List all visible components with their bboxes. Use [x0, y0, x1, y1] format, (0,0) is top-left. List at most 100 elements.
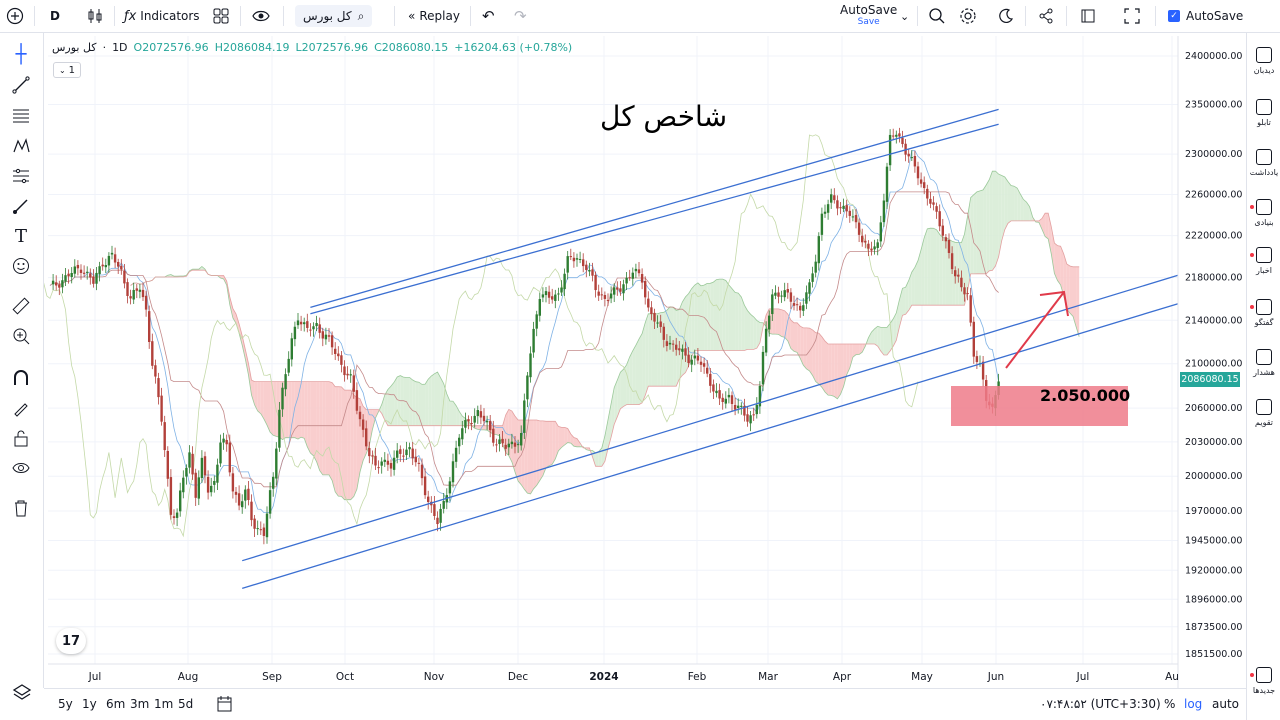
- percent-toggle[interactable]: %: [1164, 697, 1176, 711]
- settings-button[interactable]: [959, 0, 977, 32]
- kumo-bear-segment: [248, 363, 252, 395]
- range-1m[interactable]: 1m: [154, 697, 174, 711]
- range-1y[interactable]: 1y: [82, 697, 97, 711]
- candle-down: [569, 256, 572, 258]
- candle-down: [250, 501, 253, 521]
- kumo-bear-segment: [794, 322, 798, 353]
- fullscreen-button[interactable]: [1124, 0, 1140, 32]
- sidebar-item-label: تابلو: [1257, 118, 1271, 127]
- kumo-bull-segment: [1023, 199, 1027, 221]
- kumo-bull-segment: [623, 364, 627, 407]
- delete-tool[interactable]: [10, 497, 32, 519]
- candle-down: [492, 428, 495, 443]
- sidebar-item-chat[interactable]: گفتگو: [1247, 293, 1280, 327]
- autosave-toggle[interactable]: ✓ AutoSave: [1168, 0, 1243, 32]
- brush-tool[interactable]: [10, 195, 32, 217]
- time-tick-label: Dec: [508, 671, 529, 683]
- candle-down: [501, 438, 504, 444]
- kumo-bull-segment: [750, 314, 754, 350]
- indicators-label: Indicators: [140, 9, 200, 23]
- symbol-search-button[interactable]: کل بورس ⌕: [295, 5, 373, 27]
- timezone-label[interactable]: ۰۷:۴۸:۵۲ (UTC+3:30): [1040, 697, 1161, 711]
- candle-up: [213, 480, 216, 485]
- hide-drawings-tool[interactable]: [10, 457, 32, 479]
- crosshair-tool[interactable]: ┼: [10, 43, 32, 65]
- range-3m[interactable]: 3m: [130, 697, 150, 711]
- candle-up: [693, 355, 696, 359]
- log-toggle[interactable]: log: [1184, 697, 1203, 711]
- candle-down: [420, 464, 424, 479]
- chart-type-button[interactable]: [86, 0, 104, 32]
- lock-icon: [14, 430, 28, 447]
- sidebar-item-notes[interactable]: یادداشت: [1247, 143, 1280, 177]
- candle-up: [544, 291, 548, 296]
- legend-symbol[interactable]: کل بورس: [52, 41, 97, 54]
- time-tick-label: Apr: [833, 671, 852, 683]
- candle-down: [950, 253, 954, 270]
- sidebar-item-calendar[interactable]: تقویم: [1247, 393, 1280, 427]
- undo-button[interactable]: ↶: [482, 0, 495, 32]
- lock-tool[interactable]: [10, 427, 32, 449]
- candle-down: [963, 287, 966, 295]
- theme-button[interactable]: [998, 0, 1014, 32]
- pattern-tool[interactable]: [10, 135, 32, 157]
- trendline-tool[interactable]: [10, 74, 32, 96]
- stay-drawing-tool[interactable]: [10, 397, 32, 419]
- support-zone-box[interactable]: [951, 386, 1128, 426]
- interval-button[interactable]: D: [50, 9, 60, 23]
- candle-down: [616, 287, 619, 290]
- sidebar-item-fundamentals[interactable]: بنیادی: [1247, 193, 1280, 227]
- prediction-tool[interactable]: [10, 165, 32, 187]
- autosave-button[interactable]: AutoSave Save: [840, 0, 897, 32]
- candle-up: [70, 273, 73, 277]
- object-tree-button[interactable]: [12, 682, 32, 706]
- candle-down: [402, 455, 405, 457]
- range-6m[interactable]: 6m: [106, 697, 126, 711]
- candle-down: [929, 198, 932, 204]
- goto-date-button[interactable]: [216, 695, 234, 716]
- sidebar-item-news[interactable]: اخبار: [1247, 241, 1280, 275]
- redo-button[interactable]: ↷: [514, 0, 527, 32]
- kijun-sen: [49, 191, 999, 488]
- candle-up: [578, 258, 582, 260]
- sidebar-item-watchlist[interactable]: دیدبان: [1247, 41, 1280, 75]
- candle-down: [427, 496, 430, 503]
- candle-up: [104, 265, 107, 268]
- snapshot-button[interactable]: [1080, 0, 1096, 32]
- measure-tool[interactable]: [10, 295, 32, 317]
- candle-up: [315, 323, 318, 327]
- zoom-tool[interactable]: [10, 325, 32, 347]
- legend-badge[interactable]: ⌄ 1: [53, 62, 81, 78]
- layouts-button[interactable]: [213, 0, 229, 32]
- quick-search-button[interactable]: [928, 0, 946, 32]
- candle-down: [659, 321, 662, 327]
- gear-icon: [960, 8, 976, 24]
- tradingview-logo[interactable]: 17: [56, 628, 86, 654]
- kumo-bear-segment: [1054, 243, 1058, 281]
- range-5y[interactable]: 5y: [58, 697, 73, 711]
- sidebar-item-whats-new[interactable]: جدیدها: [1247, 661, 1280, 695]
- add-symbol-button[interactable]: [6, 0, 24, 32]
- emoji-tool[interactable]: [10, 255, 32, 277]
- auto-toggle[interactable]: auto: [1212, 697, 1240, 711]
- magnet-tool[interactable]: [10, 367, 32, 389]
- visibility-button[interactable]: [252, 0, 270, 32]
- chevron-down-icon[interactable]: ⌄: [900, 9, 910, 23]
- kumo-bear-segment: [533, 420, 537, 489]
- kumo-bull-segment: [725, 280, 729, 351]
- candle-up: [405, 449, 408, 456]
- kumo-bear-segment: [772, 308, 776, 335]
- fib-tool[interactable]: [10, 105, 32, 127]
- kumo-bear-segment: [270, 381, 274, 436]
- sidebar-item-alert[interactable]: هشدار: [1247, 343, 1280, 377]
- indicators-button[interactable]: ƒx Indicators: [124, 0, 200, 32]
- text-tool[interactable]: T: [10, 225, 32, 247]
- kumo-bear-segment: [1045, 213, 1049, 239]
- kumo-bear-segment: [291, 381, 295, 438]
- sidebar-item-board[interactable]: تابلو: [1247, 93, 1280, 127]
- share-button[interactable]: [1038, 0, 1054, 32]
- kumo-bull-segment: [995, 171, 999, 266]
- replay-button[interactable]: « Replay: [408, 0, 460, 32]
- range-5d[interactable]: 5d: [178, 697, 194, 711]
